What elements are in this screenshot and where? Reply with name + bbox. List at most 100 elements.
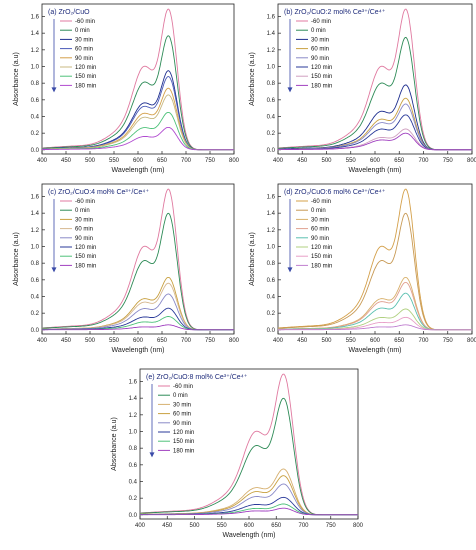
x-tick-label: 500 <box>189 523 200 529</box>
plot-frame <box>41 183 235 335</box>
y-axis-label: Absorbance (a.u) <box>13 232 20 286</box>
y-tick-label: 1.2 <box>31 228 40 234</box>
legend-entry: 120 min <box>311 65 332 71</box>
y-tick-label: 1.4 <box>267 31 276 37</box>
y-tick-label: 0.6 <box>267 98 276 104</box>
legend-entry: 150 min <box>311 254 332 260</box>
y-axis-label: Absorbance (a.u) <box>111 417 118 471</box>
x-tick-label: 800 <box>353 523 364 529</box>
legend-entry: -60 min <box>75 199 95 205</box>
legend-entry: -60 min <box>173 384 193 390</box>
legend-entry: 120 min <box>75 65 96 71</box>
x-tick-label: 600 <box>370 158 381 164</box>
chart-title: (c) ZrO₂/CuO:4 mol% Ce³⁺/Ce⁴⁺ <box>48 189 149 196</box>
legend-entry: 180 min <box>311 263 332 269</box>
y-tick-label: 1.2 <box>267 228 276 234</box>
x-axis-label: Wavelength (nm) <box>348 347 401 354</box>
x-tick-label: 800 <box>467 338 476 344</box>
y-axis-label: Absorbance (a.u) <box>249 232 256 286</box>
y-tick-label: 1.6 <box>267 15 276 21</box>
x-tick-label: 700 <box>181 338 192 344</box>
y-tick-label: 1.0 <box>31 245 40 251</box>
x-tick-label: 750 <box>326 523 337 529</box>
y-tick-label: 0.2 <box>267 311 276 317</box>
y-tick-label: 1.6 <box>31 15 40 21</box>
y-tick-label: 0.6 <box>267 278 276 284</box>
x-tick-label: 700 <box>418 338 429 344</box>
legend-entry: -60 min <box>311 199 331 205</box>
x-tick-label: 450 <box>162 523 173 529</box>
legend-entry: 120 min <box>311 245 332 251</box>
x-tick-label: 500 <box>85 158 96 164</box>
chart-title: (b) ZrO₂/CuO:2 mol% Ce³⁺/Ce⁴⁺ <box>284 9 386 16</box>
legend-entry: 180 min <box>75 263 96 269</box>
legend-entry: 30 min <box>75 217 93 223</box>
y-tick-label: 1.4 <box>267 211 276 217</box>
legend-entry: 30 min <box>311 37 329 43</box>
x-tick-label: 600 <box>370 338 381 344</box>
x-tick-label: 750 <box>443 338 454 344</box>
y-tick-label: 1.6 <box>31 195 40 201</box>
y-tick-label: 0.2 <box>31 131 40 137</box>
legend-entry: 90 min <box>311 236 329 242</box>
y-tick-label: 0.6 <box>129 463 138 469</box>
legend-entry: 0 min <box>311 208 326 214</box>
y-tick-label: 1.2 <box>267 48 276 54</box>
x-tick-label: 550 <box>346 338 357 344</box>
x-tick-label: 600 <box>133 158 144 164</box>
x-tick-label: 550 <box>109 338 120 344</box>
x-tick-label: 650 <box>271 523 282 529</box>
y-tick-label: 0.2 <box>129 496 138 502</box>
chart-panel-d: 400 450 500 550 600 650 700 750 800 0.0 0.2 0.4 0.6 0… <box>249 183 476 354</box>
y-tick-label: 0.0 <box>31 148 40 154</box>
y-tick-label: 0.0 <box>267 148 276 154</box>
legend-entry: 60 min <box>75 47 93 53</box>
legend-entry: 150 min <box>75 254 96 260</box>
x-tick-label: 450 <box>297 158 308 164</box>
y-tick-label: 0.0 <box>267 328 276 334</box>
series-line <box>42 126 234 151</box>
y-tick-label: 0.4 <box>267 295 276 301</box>
y-tick-label: 0.2 <box>267 131 276 137</box>
y-tick-label: 1.0 <box>267 65 276 71</box>
x-tick-label: 400 <box>37 338 48 344</box>
legend-entry: -60 min <box>311 19 331 25</box>
y-tick-label: 0.8 <box>267 81 276 87</box>
legend-entry: 150 min <box>311 74 332 80</box>
x-axis-label: Wavelength (nm) <box>348 167 401 174</box>
x-tick-label: 400 <box>273 338 284 344</box>
x-tick-label: 700 <box>298 523 309 529</box>
x-tick-label: 450 <box>61 158 72 164</box>
x-tick-label: 700 <box>181 158 192 164</box>
legend-entry: 60 min <box>173 412 191 418</box>
y-tick-label: 0.6 <box>31 98 40 104</box>
plot-frame <box>277 3 473 155</box>
y-tick-label: 1.6 <box>267 195 276 201</box>
legend-entry: 30 min <box>173 402 191 408</box>
legend-entry: 120 min <box>75 245 96 251</box>
x-tick-label: 500 <box>321 338 332 344</box>
plot-frame <box>277 183 473 335</box>
y-tick-label: 0.8 <box>129 446 138 452</box>
y-tick-label: 1.4 <box>31 31 40 37</box>
y-tick-label: 1.4 <box>129 396 138 402</box>
chart-title: (d) ZrO₂/CuO:6 mol% Ce³⁺/Ce⁴⁺ <box>284 189 386 196</box>
legend-entry: 150 min <box>75 74 96 80</box>
y-axis-label: Absorbance (a.u) <box>249 52 256 106</box>
x-tick-label: 800 <box>229 158 240 164</box>
legend-arrowhead-icon <box>149 452 155 458</box>
x-tick-label: 650 <box>157 338 168 344</box>
x-axis-label: Wavelength (nm) <box>222 532 275 539</box>
chart-title: (a) ZrO₂/CuO <box>48 9 90 16</box>
x-tick-label: 600 <box>133 338 144 344</box>
legend-entry: 120 min <box>173 430 194 436</box>
x-tick-label: 650 <box>394 338 405 344</box>
x-tick-label: 700 <box>418 158 429 164</box>
legend-entry: 0 min <box>311 28 326 34</box>
chart-panel-a: 400 450 500 550 600 650 700 750 800 0.0 0.2 0.4 0.6 0… <box>13 3 240 174</box>
series-line <box>42 324 234 331</box>
series-line <box>278 132 472 151</box>
x-tick-label: 750 <box>205 158 216 164</box>
x-tick-label: 600 <box>244 523 255 529</box>
